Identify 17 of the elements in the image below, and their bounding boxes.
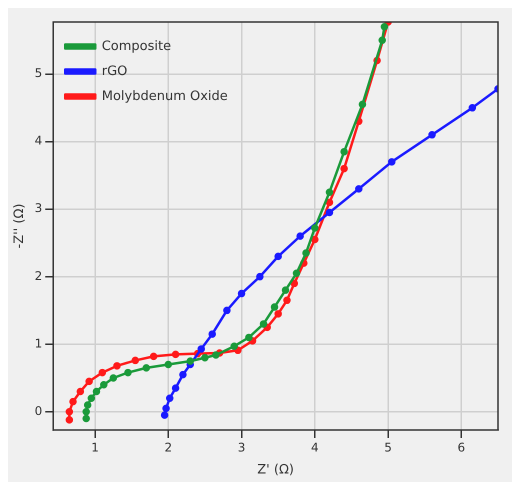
x-tick-label: 1 <box>91 440 99 454</box>
y-tick-label: 3 <box>34 201 42 216</box>
y-tick-label: 5 <box>34 66 42 80</box>
legend-label: rGO <box>102 64 128 79</box>
y-tick-label: 2 <box>34 268 42 283</box>
y-tick-label: 0 <box>34 404 42 418</box>
legend-label: Composite <box>102 38 172 54</box>
legend-label: Molybdenum Oxide <box>102 88 228 104</box>
x-tick-label: 5 <box>384 440 392 454</box>
y-tick-label: 4 <box>34 134 42 148</box>
x-tick-label: 4 <box>311 440 319 454</box>
y-axis-title: -Z'' (Ω) <box>12 204 28 248</box>
x-tick-label: 6 <box>458 440 466 454</box>
x-axis-title: Z' (Ω) <box>257 462 294 478</box>
y-tick-label: 1 <box>34 336 42 350</box>
x-tick-label: 2 <box>164 440 172 454</box>
x-tick-label: 3 <box>238 440 246 454</box>
